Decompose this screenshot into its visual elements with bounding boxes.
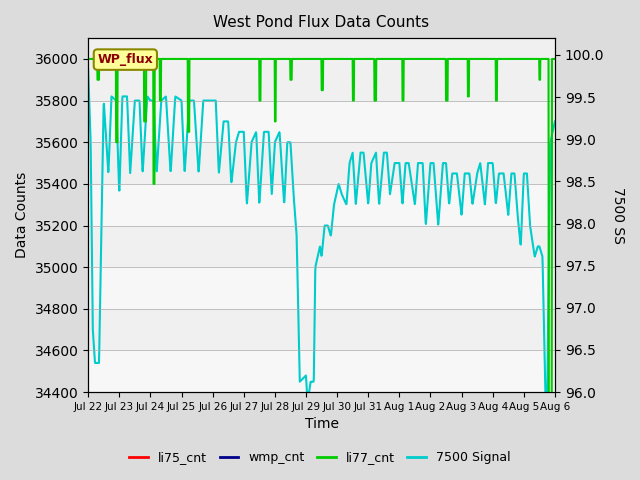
Bar — [88, 350, 555, 392]
Bar — [88, 267, 555, 309]
X-axis label: Time: Time — [305, 418, 339, 432]
Y-axis label: 7500 SS: 7500 SS — [611, 187, 625, 243]
Y-axis label: Data Counts: Data Counts — [15, 172, 29, 258]
Bar — [88, 184, 555, 226]
Legend: li75_cnt, wmp_cnt, li77_cnt, 7500 Signal: li75_cnt, wmp_cnt, li77_cnt, 7500 Signal — [124, 446, 516, 469]
Title: West Pond Flux Data Counts: West Pond Flux Data Counts — [214, 15, 429, 30]
Text: WP_flux: WP_flux — [97, 53, 153, 66]
Bar — [88, 101, 555, 142]
